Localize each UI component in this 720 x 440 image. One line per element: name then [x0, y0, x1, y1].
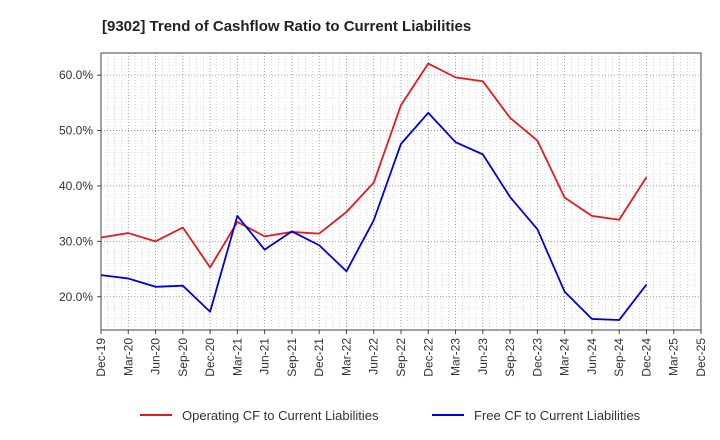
x-tick-label: Dec-25: [694, 338, 708, 377]
legend-label: Free CF to Current Liabilities: [474, 408, 641, 423]
legend-label: Operating CF to Current Liabilities: [182, 408, 379, 423]
x-tick-label: Dec-22: [421, 338, 435, 377]
x-tick-label: Mar-24: [558, 338, 572, 376]
x-tick-label: Sep-23: [503, 338, 517, 377]
y-tick-label: 40.0%: [59, 179, 93, 193]
x-tick-label: Sep-22: [394, 338, 408, 377]
chart-title: [9302] Trend of Cashflow Ratio to Curren…: [102, 18, 471, 35]
y-tick-label: 50.0%: [59, 124, 93, 138]
y-tick-label: 30.0%: [59, 234, 93, 248]
x-tick-label: Sep-24: [612, 338, 626, 377]
x-tick-label: Mar-20: [121, 338, 135, 376]
x-tick-label: Jun-24: [585, 338, 599, 375]
x-tick-label: Dec-19: [94, 338, 108, 377]
x-tick-label: Sep-20: [176, 338, 190, 377]
x-tick-label: Sep-21: [285, 338, 299, 377]
series-layer: [100, 62, 648, 321]
grid-layer: [101, 53, 701, 330]
x-tick-label: Mar-21: [230, 338, 244, 376]
legend: Operating CF to Current Liabilities Free …: [140, 408, 641, 423]
x-axis-ticks: Dec-19 Mar-20 Jun-20 Sep-20 Dec-20 Mar-21 Jun-…: [94, 330, 708, 377]
x-tick-label: Dec-23: [530, 338, 544, 377]
x-tick-label: Dec-20: [203, 338, 217, 377]
x-tick-label: Mar-25: [667, 338, 681, 376]
x-tick-label: Mar-23: [449, 338, 463, 376]
x-tick-label: Dec-21: [312, 338, 326, 377]
x-tick-label: Jun-21: [258, 338, 272, 375]
x-tick-label: Jun-22: [367, 338, 381, 375]
x-tick-label: Jun-23: [476, 338, 490, 375]
x-tick-label: Mar-22: [339, 338, 353, 376]
series-line-operating-cf: [100, 62, 648, 269]
x-tick-label: Jun-20: [149, 338, 163, 375]
y-tick-label: 20.0%: [59, 290, 93, 304]
series-line-free-cf: [100, 111, 648, 321]
x-tick-label: Dec-24: [639, 338, 653, 377]
y-axis-ticks: 20.0% 30.0% 40.0% 50.0% 60.0%: [59, 68, 101, 304]
y-tick-label: 60.0%: [59, 68, 93, 82]
